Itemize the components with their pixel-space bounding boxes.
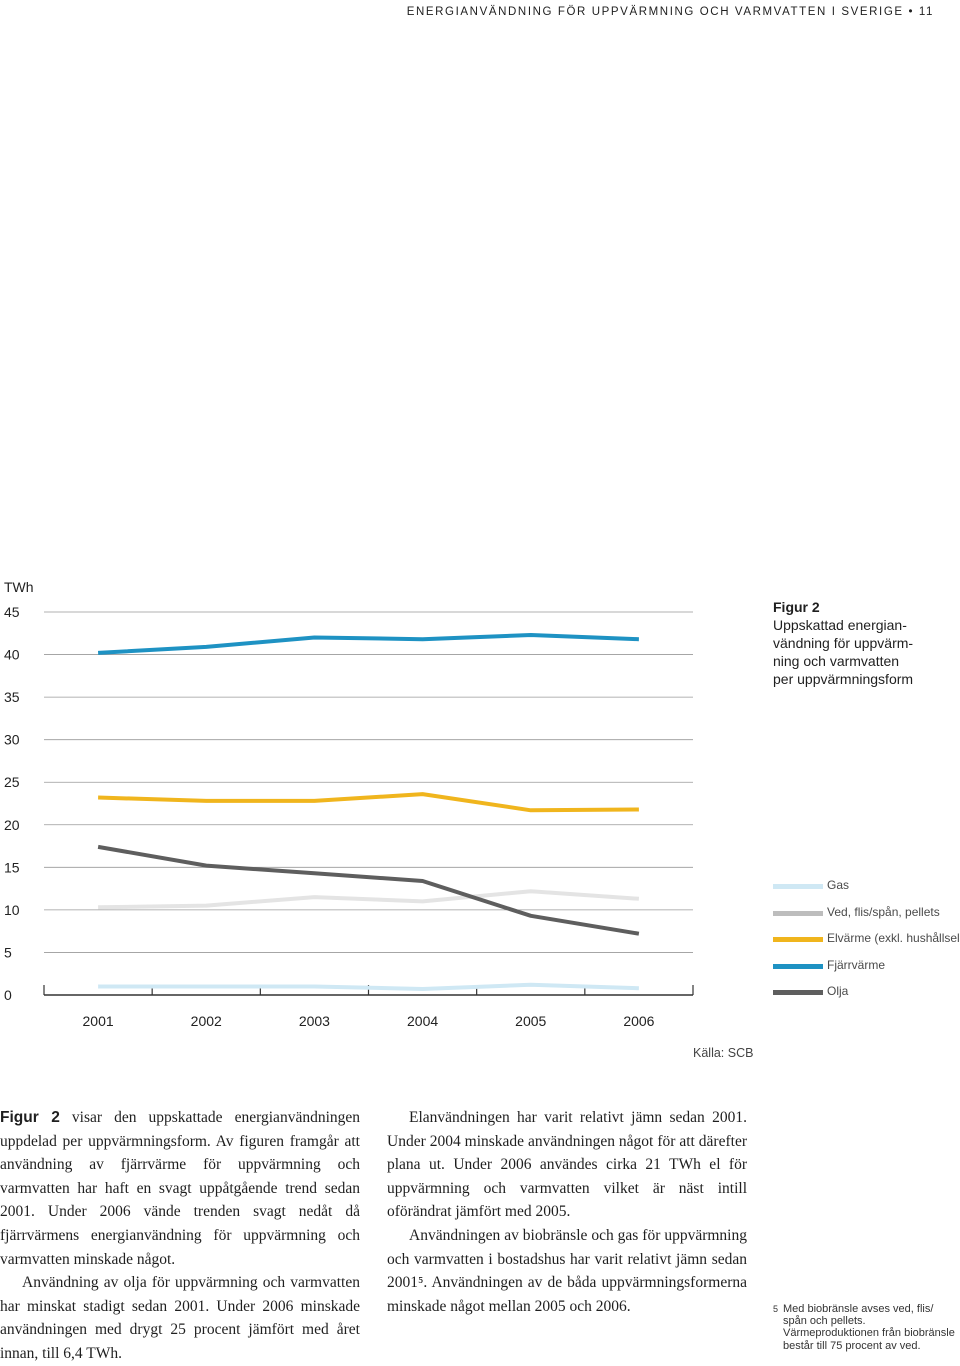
x-tick-label: 2001 (83, 1013, 114, 1029)
figure-caption-line: per uppvärmningsform (773, 671, 914, 687)
body-paragraph: Användning av olja för uppvärmning och v… (0, 1271, 360, 1365)
legend-item-fjarrvarme: Fjärrvärme (773, 958, 960, 985)
line-chart: 0 5 10 15 20 25 30 35 40 45 TWh 2001 2002 2003 2004 200… (4, 579, 694, 1029)
figure-caption: Figur 2 Uppskattad energian- vändning fö… (773, 598, 953, 688)
paragraph-text: Användning av olja för uppvärmning och v… (0, 1274, 360, 1362)
y-tick-label: 0 (4, 987, 12, 1003)
chart-gridlines (44, 611, 693, 953)
legend-swatch (773, 963, 823, 969)
x-tick-label: 2004 (407, 1013, 438, 1029)
body-paragraph: Figur 2 visar den uppskattade energianvä… (0, 1106, 360, 1271)
legend-swatch (773, 910, 823, 916)
legend-swatch (773, 990, 823, 995)
figure-caption-line: ning och varmvatten (773, 653, 900, 669)
legend-label: Olja (827, 984, 849, 998)
legend-label: Ved, flis/spån, pellets (827, 904, 940, 919)
legend-item-gas: Gas (773, 878, 960, 905)
figure-caption-line: Uppskattad energian- (773, 617, 907, 633)
series-line-ved (98, 889, 640, 910)
chart-legend: Gas Ved, flis/spån, pellets Elvärme (exk… (773, 878, 960, 1011)
legend-item-olja: Olja (773, 984, 960, 1011)
legend-swatch (773, 884, 823, 889)
y-tick-label: 35 (4, 689, 20, 705)
x-tick-label: 2003 (299, 1013, 330, 1029)
y-tick-label: 15 (4, 859, 20, 875)
chart-source: Källa: SCB (693, 1046, 754, 1060)
y-tick-label: 30 (4, 732, 20, 748)
chart-tick-labels: 0 5 10 15 20 25 30 35 40 45 TWh 2001 2002 2003 2004 200… (4, 579, 655, 1029)
y-tick-label: 45 (4, 604, 20, 620)
series-line-olja (97, 844, 640, 936)
x-tick-label: 2005 (515, 1013, 546, 1029)
y-tick-label: 25 (4, 774, 20, 790)
series-line-elvärme (98, 792, 639, 813)
footnote-mark: 5 (773, 1304, 779, 1314)
y-tick-label: 40 (4, 647, 20, 663)
y-tick-label: 20 (4, 817, 20, 833)
figure-label: Figur 2 (773, 599, 820, 615)
body-paragraph: Elanvändningen har varit relativt jämn s… (387, 1109, 747, 1221)
footnote: 5 Med biobränsle avses ved, flis/ spån o… (773, 1303, 958, 1352)
paragraph-text: visar den uppskattade energianvändningen… (0, 1109, 361, 1268)
legend-label: Fjärrvärme (827, 957, 886, 972)
figure-caption-line: vändning för uppvärm- (773, 635, 914, 651)
body-column-left: Figur 2 visar den uppskattade energianvä… (0, 1106, 360, 1366)
x-tick-label: 2006 (623, 1013, 654, 1029)
figure-reference: Figur 2 (0, 1109, 60, 1126)
y-tick-label: 5 (4, 944, 12, 960)
chart-series (97, 633, 640, 991)
legend-swatch (773, 937, 823, 942)
running-header: ENERGIANVÄNDNING FÖR UPPVÄRMNING OCH VAR… (406, 6, 934, 18)
y-unit-label: TWh (4, 579, 34, 595)
legend-label: Elvärme (exkl. hushållsel) (827, 931, 960, 945)
legend-item-ved: Ved, flis/spån, pellets (773, 905, 960, 932)
body-paragraph: Användningen av biobränsle och gas för u… (387, 1226, 747, 1315)
legend-item-elvarme: Elvärme (exkl. hushållsel) (773, 931, 960, 958)
series-line-fjärrvärme (97, 633, 639, 655)
footnote-text: Med biobränsle avses ved, flis/ spån och… (783, 1303, 955, 1352)
legend-label: Gas (827, 878, 850, 892)
x-tick-label: 2002 (191, 1013, 222, 1029)
body-column-right: Elanvändningen har varit relativt jämn s… (387, 1106, 747, 1318)
series-line-gas (98, 982, 639, 991)
y-tick-label: 10 (4, 902, 20, 918)
